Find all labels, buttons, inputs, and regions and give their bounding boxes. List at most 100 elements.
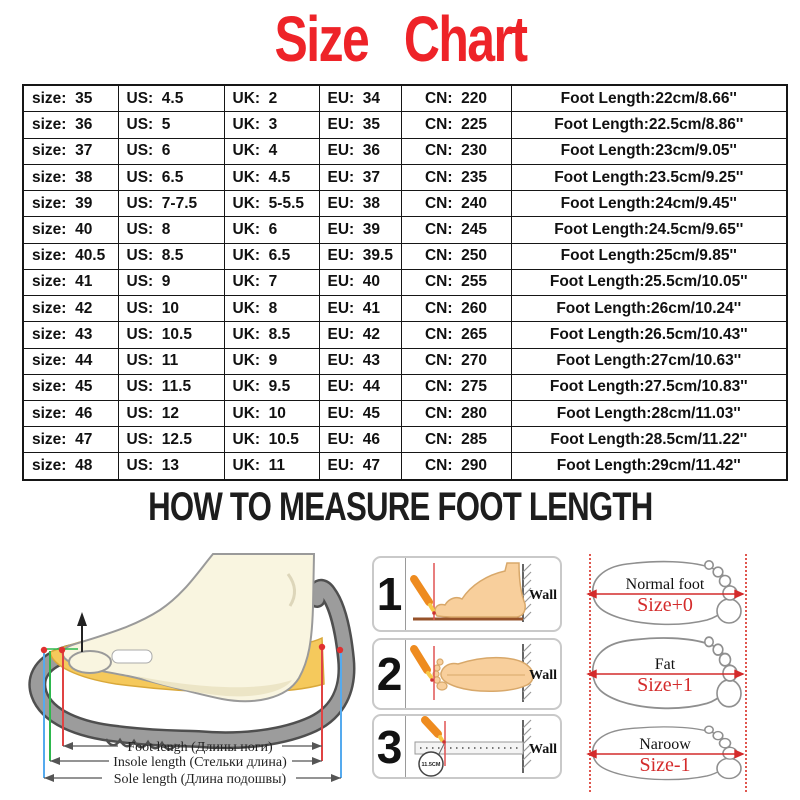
cell-eu: EU: 44 <box>318 373 402 402</box>
cell-us: US: 8 <box>117 216 225 244</box>
cell-foot-length: Foot Length:28cm/11.03'' <box>510 399 788 428</box>
size-table-body: size: 35 US: 4.5 UK: 2 EU: 34 CN: 220 Foot Le… <box>22 84 788 481</box>
cell-cn: CN: 255 <box>400 268 512 297</box>
cell-size: size: 38 <box>22 163 119 192</box>
cell-uk: UK: 8.5 <box>223 321 320 349</box>
foot-type-size: Size+0 <box>637 594 693 616</box>
sole-tread-icon <box>104 737 178 751</box>
measure-step-3: 3 11.5CM Wall <box>372 714 562 779</box>
table-row: size: 37 US: 6 UK: 4 EU: 36 CN: 230 Foot Leng… <box>22 137 788 165</box>
cell-uk: UK: 10.5 <box>223 426 320 454</box>
measurement-label: 11.5CM <box>422 762 441 768</box>
cell-eu: EU: 43 <box>318 347 402 375</box>
cell-uk: UK: 8 <box>223 295 320 323</box>
cell-eu: EU: 45 <box>318 399 402 428</box>
cell-cn: CN: 270 <box>400 347 512 375</box>
cell-foot-length: Foot Length:24cm/9.45'' <box>510 190 788 218</box>
big-toe-icon <box>68 650 112 674</box>
cell-cn: CN: 260 <box>400 295 512 323</box>
cell-cn: CN: 230 <box>400 137 512 165</box>
cell-cn: CN: 290 <box>400 452 512 481</box>
cell-us: US: 12.5 <box>117 426 225 454</box>
pencil-icon <box>410 645 434 682</box>
cell-us: US: 7-7.5 <box>117 190 225 218</box>
table-row: size: 47 US: 12.5 UK: 10.5 EU: 46 CN: 285 Foo… <box>22 426 788 454</box>
cell-cn: CN: 235 <box>400 163 512 192</box>
table-row: size: 44 US: 11 UK: 9 EU: 43 CN: 270 Foot Len… <box>22 347 788 375</box>
cell-foot-length: Foot Length:22.5cm/8.86'' <box>510 111 788 139</box>
wall-label: Wall <box>529 668 557 683</box>
sole-length-label: Sole length (Длина подошвы) <box>114 772 287 787</box>
cell-eu: EU: 35 <box>318 111 402 139</box>
cell-eu: EU: 40 <box>318 268 402 297</box>
cell-us: US: 6 <box>117 137 225 165</box>
cell-eu: EU: 36 <box>318 137 402 165</box>
cell-size: size: 40 <box>22 216 119 244</box>
cell-cn: CN: 275 <box>400 373 512 402</box>
foot-type-name: Fat <box>655 656 676 673</box>
cell-us: US: 11.5 <box>117 373 225 402</box>
cell-us: US: 8.5 <box>117 242 225 270</box>
dotted-guide-right <box>745 554 747 792</box>
page-title: Size Chart <box>0 3 800 75</box>
step-number: 1 <box>376 568 403 620</box>
cell-foot-length: Foot Length:27cm/10.63'' <box>510 347 788 375</box>
foot-outline-icon <box>592 636 742 710</box>
cell-eu: EU: 42 <box>318 321 402 349</box>
cell-cn: CN: 240 <box>400 190 512 218</box>
foot-type-size: Size+1 <box>637 674 693 696</box>
cell-cn: CN: 250 <box>400 242 512 270</box>
cell-eu: EU: 47 <box>318 452 402 481</box>
cell-us: US: 12 <box>117 399 225 428</box>
cell-us: US: 13 <box>117 452 225 481</box>
foot-type-name: Naroow <box>639 736 691 753</box>
cell-uk: UK: 9.5 <box>223 373 320 402</box>
toes-icon <box>432 658 448 691</box>
cell-size: size: 37 <box>22 137 119 165</box>
cell-cn: CN: 280 <box>400 399 512 428</box>
cell-uk: UK: 6.5 <box>223 242 320 270</box>
cell-cn: CN: 285 <box>400 426 512 454</box>
cell-cn: CN: 245 <box>400 216 512 244</box>
table-row: size: 35 US: 4.5 UK: 2 EU: 34 CN: 220 Foot Le… <box>22 84 788 113</box>
foot-type-size: Size-1 <box>639 754 690 776</box>
cell-foot-length: Foot Length:23.5cm/9.25'' <box>510 163 788 192</box>
cell-foot-length: Foot Length:27.5cm/10.83'' <box>510 373 788 402</box>
cell-foot-length: Foot Length:24.5cm/9.65'' <box>510 216 788 244</box>
measurement-callout <box>418 751 444 777</box>
cell-eu: EU: 41 <box>318 295 402 323</box>
cell-uk: UK: 11 <box>223 452 320 481</box>
table-row: size: 39 US: 7-7.5 UK: 5-5.5 EU: 38 CN: 240 F… <box>22 190 788 218</box>
cell-size: size: 47 <box>22 426 119 454</box>
cell-foot-length: Foot Length:22cm/8.66'' <box>510 84 788 113</box>
cell-us: US: 11 <box>117 347 225 375</box>
table-row: size: 41 US: 9 UK: 7 EU: 40 CN: 255 Foot Leng… <box>22 268 788 297</box>
cell-uk: UK: 5-5.5 <box>223 190 320 218</box>
narrow-foot-illustration: Naroow Size-1 <box>586 725 745 781</box>
cell-us: US: 10.5 <box>117 321 225 349</box>
foot-length-label: Foot lengh (Длины ноги) <box>127 740 273 755</box>
page-title-text: Size Chart <box>274 3 527 75</box>
wall-label: Wall <box>529 588 557 603</box>
foot-side-icon <box>434 562 526 618</box>
cell-size: size: 41 <box>22 268 119 297</box>
cell-cn: CN: 265 <box>400 321 512 349</box>
cell-uk: UK: 4.5 <box>223 163 320 192</box>
measure-step-1: 1 Wall <box>372 556 562 632</box>
cell-eu: EU: 38 <box>318 190 402 218</box>
cell-size: size: 39 <box>22 190 119 218</box>
cell-size: size: 45 <box>22 373 119 402</box>
cell-foot-length: Foot Length:25.5cm/10.05'' <box>510 268 788 297</box>
cell-us: US: 5 <box>117 111 225 139</box>
cell-uk: UK: 3 <box>223 111 320 139</box>
foot-outline-icon <box>592 560 742 626</box>
size-table: size: 35 US: 4.5 UK: 2 EU: 34 CN: 220 Foot Le… <box>22 84 788 481</box>
measure-heading-text: HOW TO MEASURE FOOT LENGTH <box>147 485 653 529</box>
normal-foot-illustration: Normal foot Size+0 <box>586 560 745 626</box>
fat-foot-illustration: Fat Size+1 <box>586 636 745 710</box>
cell-foot-length: Foot Length:23cm/9.05'' <box>510 137 788 165</box>
table-row: size: 46 US: 12 UK: 10 EU: 45 CN: 280 Foot Le… <box>22 399 788 428</box>
cell-eu: EU: 37 <box>318 163 402 192</box>
cell-foot-length: Foot Length:29cm/11.42'' <box>510 452 788 481</box>
